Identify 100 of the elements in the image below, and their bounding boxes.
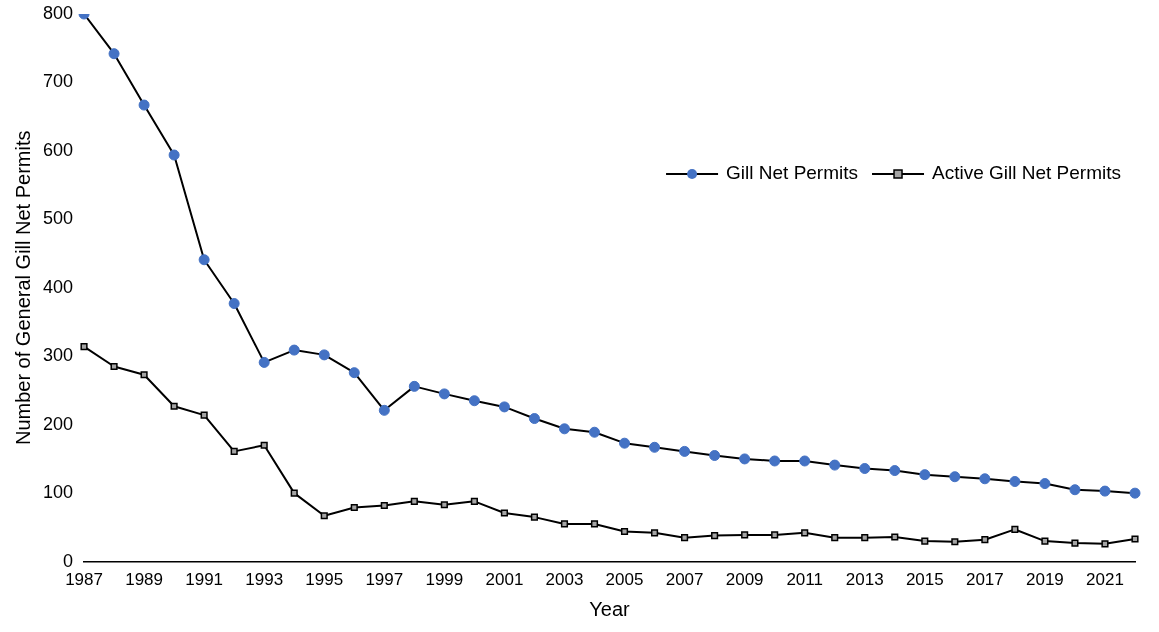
point xyxy=(470,497,478,505)
y-tick-label: 600 xyxy=(42,139,74,160)
x-tick-label: 1997 xyxy=(365,570,404,590)
point xyxy=(831,534,839,542)
point xyxy=(590,520,599,528)
point xyxy=(1099,485,1111,497)
point xyxy=(500,509,508,517)
point xyxy=(230,447,238,455)
x-tick-label: 2007 xyxy=(665,570,704,590)
point xyxy=(799,455,811,467)
x-tick-label: 2013 xyxy=(845,570,884,590)
point xyxy=(498,401,510,413)
x-tick-label: 1991 xyxy=(185,570,224,590)
point xyxy=(560,520,569,528)
point xyxy=(288,344,300,356)
y-tick-label: 800 xyxy=(42,2,74,23)
point xyxy=(1071,539,1079,547)
legend-label: Active Gill Net Permits xyxy=(932,162,1121,184)
point xyxy=(801,529,809,537)
y-tick-label: 700 xyxy=(42,71,74,92)
x-tick-label: 2003 xyxy=(545,570,584,590)
point xyxy=(650,529,659,537)
point xyxy=(440,501,448,509)
point xyxy=(949,471,961,483)
x-tick-label: 1993 xyxy=(245,570,284,590)
point xyxy=(138,99,150,111)
point xyxy=(889,465,901,477)
point xyxy=(1129,487,1141,499)
y-axis-title: Number of General Gill Net Permits xyxy=(11,130,34,446)
point xyxy=(979,473,991,485)
point xyxy=(771,531,779,539)
point xyxy=(1009,476,1021,488)
point xyxy=(679,445,691,457)
point xyxy=(1041,537,1049,545)
point xyxy=(829,459,841,471)
x-tick-label: 1995 xyxy=(305,570,344,590)
point xyxy=(198,254,210,266)
legend-label: Gill Net Permits xyxy=(726,162,859,184)
x-tick-label: 2021 xyxy=(1086,570,1124,590)
y-tick-label: 500 xyxy=(42,208,74,229)
x-tick-label: 2005 xyxy=(605,570,644,590)
point xyxy=(170,402,178,410)
point xyxy=(318,349,330,361)
point xyxy=(108,48,120,60)
point xyxy=(981,536,989,544)
point xyxy=(200,411,208,419)
point xyxy=(589,426,600,438)
point xyxy=(620,527,629,536)
point xyxy=(350,503,358,512)
point xyxy=(438,388,450,400)
point xyxy=(681,534,689,542)
y-tick-label: 300 xyxy=(42,345,74,366)
point xyxy=(258,356,270,368)
point xyxy=(110,362,118,371)
y-tick-label: 100 xyxy=(42,482,74,503)
point xyxy=(378,404,390,416)
x-tick-label: 2009 xyxy=(725,570,764,590)
point xyxy=(619,437,631,449)
x-tick-label: 1987 xyxy=(65,570,103,590)
point xyxy=(530,513,539,521)
point xyxy=(80,343,88,351)
x-tick-label: 2015 xyxy=(905,570,944,590)
point xyxy=(408,380,420,392)
x-tick-label: 2017 xyxy=(965,570,1004,590)
point xyxy=(260,441,268,449)
x-tick-label: 2019 xyxy=(1026,570,1064,590)
y-tick-label: 200 xyxy=(42,413,74,434)
point xyxy=(709,450,721,461)
point xyxy=(861,534,869,542)
point xyxy=(468,395,480,407)
x-tick-label: 1999 xyxy=(425,570,464,590)
x-tick-label: 2001 xyxy=(485,570,524,590)
point xyxy=(320,512,328,520)
point xyxy=(1011,525,1019,534)
x-tick-label: 1989 xyxy=(125,570,163,590)
point xyxy=(711,532,719,540)
x-tick-label: 2011 xyxy=(786,570,823,590)
point xyxy=(290,489,298,497)
point xyxy=(1131,535,1139,543)
point xyxy=(859,463,871,475)
point xyxy=(739,453,751,465)
point xyxy=(528,413,540,425)
x-axis-title: Year xyxy=(589,597,631,620)
y-tick-label: 400 xyxy=(42,276,74,297)
point xyxy=(919,469,931,481)
point xyxy=(410,497,418,505)
point xyxy=(228,298,240,310)
y-tick-label: 0 xyxy=(63,550,74,571)
point xyxy=(951,538,959,546)
point xyxy=(558,423,570,435)
point xyxy=(891,533,899,541)
point xyxy=(769,455,781,467)
point xyxy=(380,501,388,510)
point xyxy=(1039,478,1051,490)
point xyxy=(921,537,929,545)
point xyxy=(649,441,661,453)
point xyxy=(348,367,360,379)
point xyxy=(741,531,749,539)
point xyxy=(168,149,180,161)
point xyxy=(140,371,148,379)
